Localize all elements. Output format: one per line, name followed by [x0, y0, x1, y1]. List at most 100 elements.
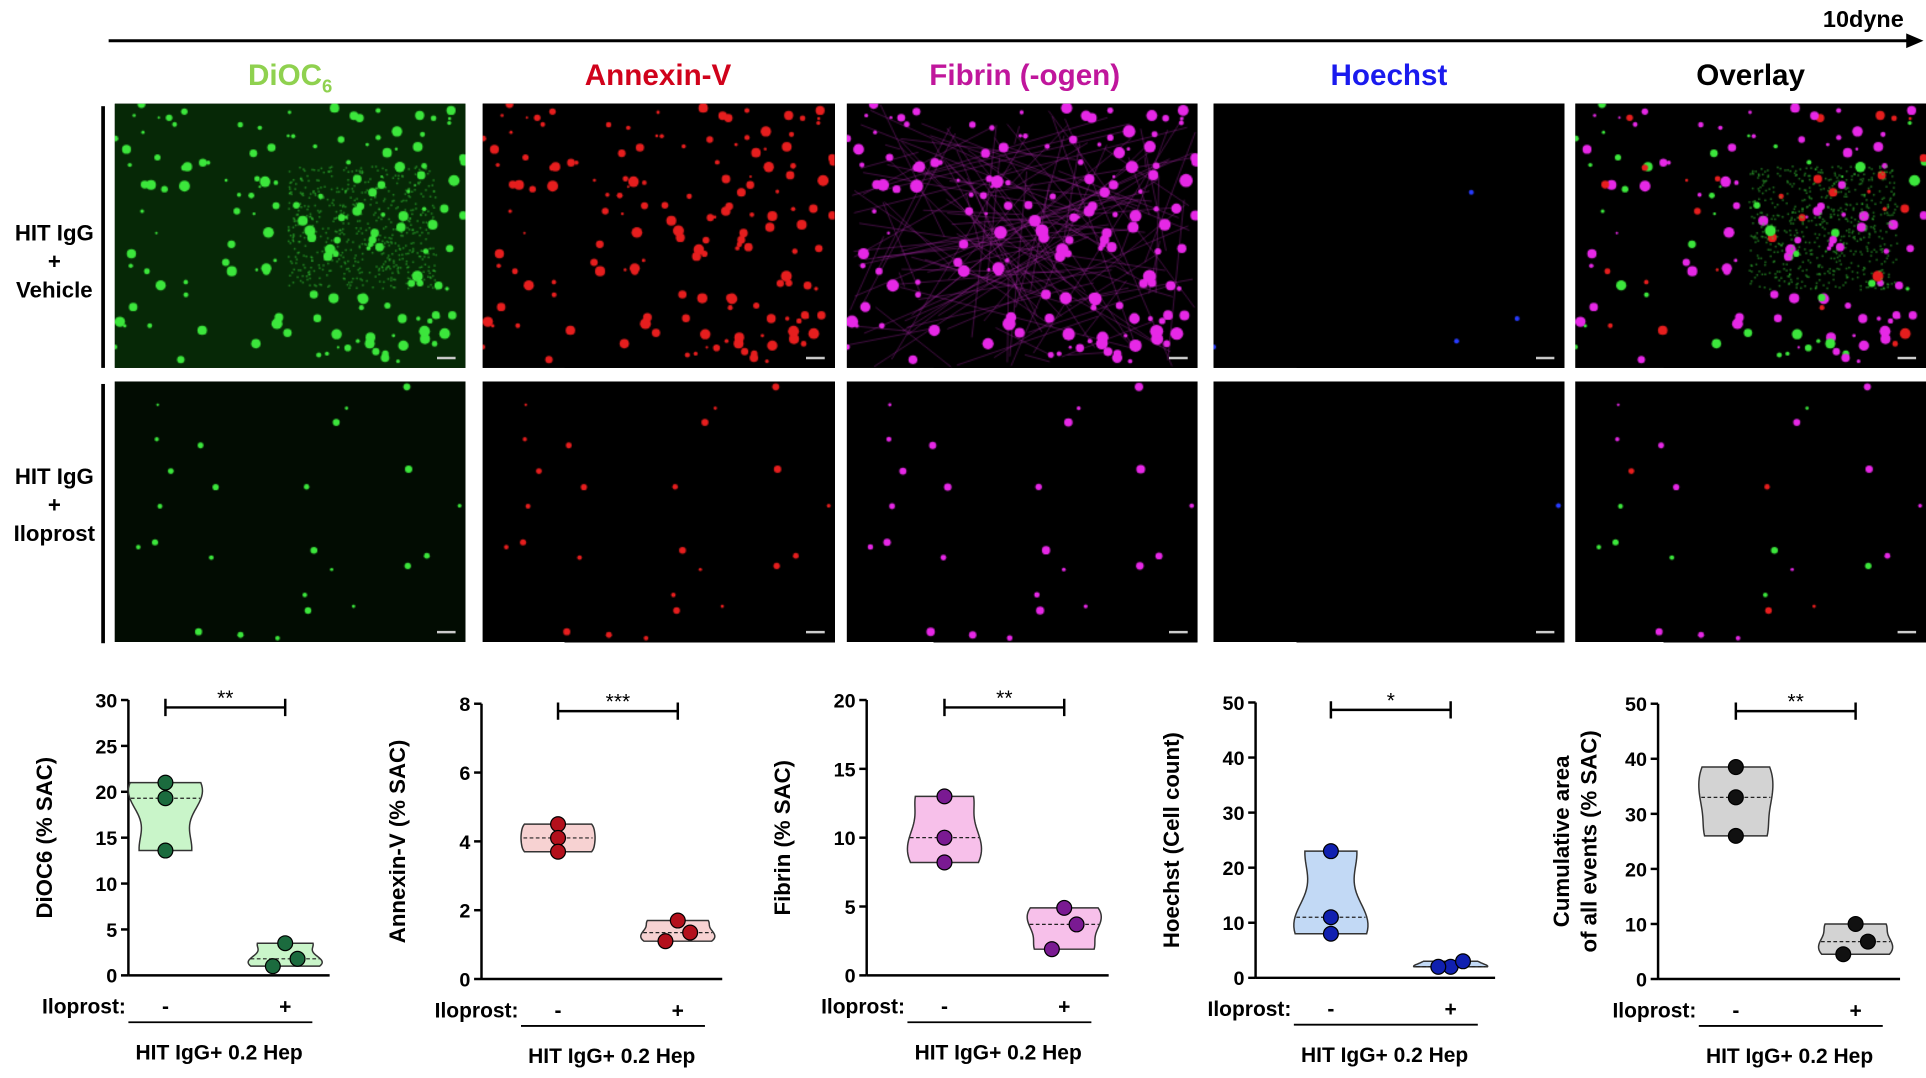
data-point — [1859, 933, 1876, 950]
y-tick-label: 40 — [1223, 748, 1245, 770]
significance-bracket — [1734, 702, 1857, 720]
category-label: - — [1327, 998, 1334, 1021]
category-label: - — [162, 996, 169, 1019]
row-divider — [101, 106, 105, 368]
y-tick-label: 10 — [1625, 914, 1647, 936]
data-point — [1430, 958, 1447, 975]
header-text: DiOC — [247, 59, 323, 93]
column-header-overlay: Overlay — [1572, 59, 1926, 94]
micrograph-iloprost-fibrin — [846, 381, 1198, 642]
y-tick-label: 0 — [1233, 968, 1244, 990]
y-tick-label: 25 — [95, 736, 117, 758]
group-label: Iloprost: — [1208, 998, 1292, 1021]
violin-shape — [1293, 850, 1369, 935]
y-tick-label: 2 — [459, 901, 470, 923]
violin-chart-1: 0 5 10 15 20 25 30 DiOC6 (% SAC) - + ** Iloprost: HI… — [32, 687, 330, 1064]
significance-bracket — [164, 698, 287, 717]
violin-chart-4: 0 10 20 30 40 50 Hoechst (Cell count) - + * Ilopro… — [1159, 689, 1496, 1067]
scale-bar — [806, 356, 825, 360]
x-axis-label: HIT IgG+ 0.2 Hep — [915, 1041, 1082, 1064]
y-tick-label: 20 — [1223, 858, 1245, 880]
flow-label: 10dyne — [1822, 7, 1904, 34]
data-point — [657, 933, 674, 950]
header-text: Annexin-V — [584, 59, 732, 93]
column-header-annexin-v: Annexin-V — [479, 59, 837, 94]
data-point — [1322, 925, 1339, 942]
data-point — [157, 842, 174, 859]
data-point — [1322, 843, 1339, 860]
scale-bar — [1897, 630, 1917, 634]
header-text: Fibrin (-ogen) — [929, 59, 1121, 93]
y-tick-label: 20 — [834, 690, 856, 712]
column-header-hoechst: Hoechst — [1210, 59, 1568, 94]
scale-bar — [437, 630, 456, 634]
violin-chart-2: 0 2 4 6 8 Annexin-V (% SAC) - + *** Iloprost: HIT … — [385, 691, 723, 1068]
violin-shape — [127, 781, 204, 852]
data-point — [289, 950, 306, 967]
y-axis-label: Cumulative area of all events (% SAC) — [1549, 730, 1601, 952]
data-point — [936, 788, 953, 805]
scale-bar — [1535, 356, 1555, 360]
category-label: + — [1445, 998, 1457, 1021]
significance-bracket — [1329, 701, 1452, 719]
category-label: - — [555, 999, 562, 1022]
violin-chart-5: 0 10 20 30 40 50 Cumulative area of all events … — [1549, 691, 1901, 1068]
data-point — [1322, 909, 1339, 926]
y-axis-label-line: Fibrin (% SAC) — [770, 760, 795, 916]
scale-bar — [1169, 630, 1188, 634]
y-tick-label: 20 — [1625, 859, 1647, 881]
data-point — [1068, 916, 1085, 933]
category-label: + — [279, 996, 291, 1019]
data-point — [936, 829, 953, 846]
category-label: + — [672, 999, 684, 1022]
data-point — [550, 843, 567, 860]
significance-label: *** — [606, 691, 630, 714]
header-text: Hoechst — [1330, 59, 1448, 93]
significance-label: * — [1387, 689, 1395, 712]
y-tick-label: 50 — [1223, 693, 1245, 715]
scale-bar — [437, 356, 456, 360]
micrograph-vehicle-hoechst — [1213, 103, 1565, 368]
micrograph-iloprost-overlay — [1575, 381, 1926, 642]
micrograph-vehicle-dioc6 — [114, 103, 466, 368]
y-tick-label: 0 — [459, 969, 470, 991]
y-tick-label: 6 — [459, 763, 470, 785]
scale-bar — [1535, 630, 1555, 634]
data-point — [682, 924, 699, 941]
group-label: Iloprost: — [435, 999, 519, 1022]
group-label: Iloprost: — [821, 996, 905, 1019]
micrograph-iloprost-annexin — [482, 381, 835, 642]
data-point — [277, 935, 294, 952]
y-tick-label: 0 — [1636, 969, 1647, 991]
violin-shape — [1026, 907, 1103, 950]
data-point — [1727, 827, 1744, 844]
y-tick-label: 30 — [95, 690, 117, 712]
data-point — [1454, 953, 1472, 970]
y-tick-label: 10 — [834, 828, 856, 850]
data-point — [936, 854, 953, 871]
group-label: Iloprost: — [1612, 999, 1696, 1022]
header-subscript: 6 — [322, 76, 333, 98]
y-axis-label: Fibrin (% SAC) — [770, 760, 795, 916]
data-point — [264, 958, 281, 975]
x-axis-label: HIT IgG+ 0.2 Hep — [528, 1045, 695, 1068]
y-tick-label: 4 — [459, 832, 470, 854]
y-axis-label-line: of all events (% SAC) — [1576, 730, 1601, 952]
micrograph-vehicle-fibrin — [846, 103, 1198, 368]
category-label: - — [1732, 999, 1739, 1022]
data-point — [1847, 915, 1864, 932]
data-point — [1043, 941, 1060, 958]
micrograph-vehicle-overlay — [1575, 103, 1926, 368]
y-axis-label: DiOC6 (% SAC) — [32, 757, 57, 919]
y-tick-label: 50 — [1625, 694, 1647, 716]
y-axis-label-line: Hoechst (Cell count) — [1159, 732, 1184, 948]
y-axis-label: Hoechst (Cell count) — [1159, 732, 1184, 948]
column-header-dioc: DiOC6 — [111, 59, 469, 97]
y-tick-label: 10 — [95, 874, 117, 896]
data-point — [1727, 789, 1744, 806]
micrograph-iloprost-hoechst — [1213, 381, 1565, 642]
flow-arrow — [108, 33, 1924, 49]
significance-label: ** — [996, 687, 1012, 710]
